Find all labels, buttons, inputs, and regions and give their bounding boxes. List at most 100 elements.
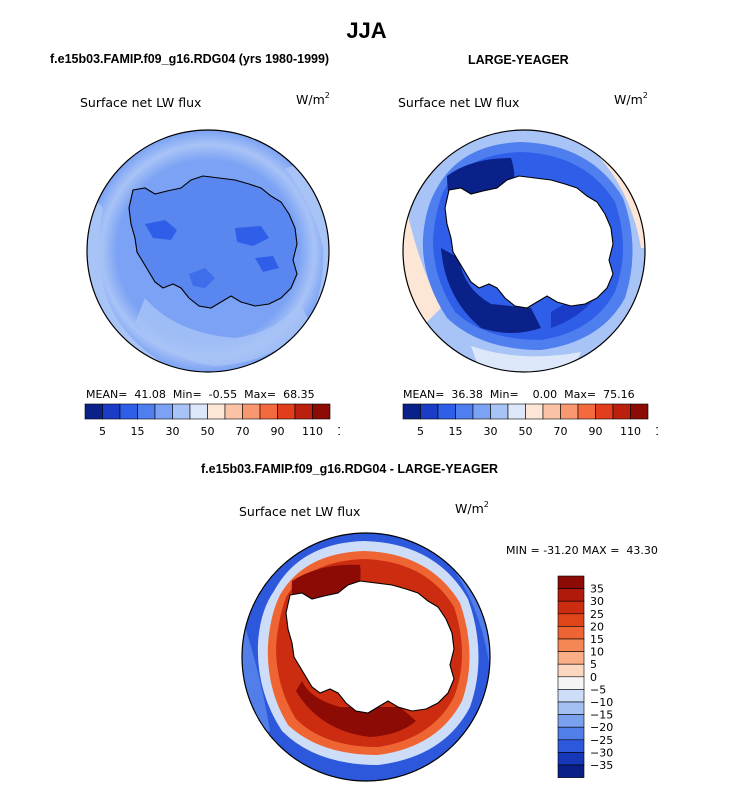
panel3-colorbar-tick: 5 [590, 658, 597, 671]
panel2-colorbar-swatch [612, 403, 631, 420]
panel2-colorbar-tick: 5 [417, 425, 424, 438]
panel2-colorbar: 5 15 30 50 70 90 110 130 [402, 403, 658, 438]
panel2-colorbar-tick: 15 [449, 425, 463, 438]
panel1-units: W/m2 [296, 91, 330, 107]
panel3-colorbar-swatch [557, 764, 585, 778]
panel2-map-border [402, 129, 646, 373]
panel1-light-band-south [135, 298, 310, 366]
panel2-variable-label: Surface net LW flux [398, 95, 520, 110]
panel1-colorbar-swatch [294, 403, 313, 420]
panel1-colorbar-swatch [277, 403, 296, 420]
panel3-colorbar-swatch [557, 575, 585, 589]
panel1-patch-d [189, 268, 215, 288]
panel3-colorbar-tick: 20 [590, 620, 604, 633]
panel1-colorbar-tick: 130 [337, 425, 340, 438]
panel1-patch-c [255, 256, 279, 272]
panel3-colorbar-tick: 30 [590, 595, 604, 608]
panel3-colorbar-swatch [557, 676, 585, 690]
panel1-patch-b [235, 226, 269, 246]
panel3-map [241, 532, 491, 782]
panel1-map [86, 129, 330, 373]
panel1-colorbar-swatch [259, 403, 278, 420]
panel3-colorbar-tick: −10 [590, 696, 613, 709]
panel3-colorbar-swatch [557, 600, 585, 615]
panel1-colorbar-swatch [119, 403, 138, 420]
panel1-antarctica [128, 175, 298, 309]
panel1-colorbar-swatch [172, 403, 191, 420]
panel1-colorbar-tick: 70 [236, 425, 250, 438]
panel3-stats: MIN = -31.20 MAX = 43.30 [506, 544, 658, 557]
panel1-colorbar-tick: 15 [131, 425, 145, 438]
panel1-map-border [86, 129, 330, 373]
panel2-colorbar-swatch [472, 403, 491, 420]
panel2-stats: MEAN= 36.38 Min= 0.00 Max= 75.16 [403, 388, 635, 401]
panel1-variable-label: Surface net LW flux [80, 95, 202, 110]
panel1-colorbar: 5 15 30 50 70 90 110 130 [84, 403, 340, 438]
panel-right-title: LARGE-YEAGER [468, 53, 569, 67]
panel3-colorbar-swatch [557, 663, 585, 678]
panel2-pale-band-south [471, 346, 581, 372]
panel2-colorbar-tick: 30 [484, 425, 498, 438]
panel3-map-border [241, 532, 491, 782]
panel2-colorbar-swatch [560, 403, 579, 420]
panel1-colorbar-swatch [242, 403, 261, 420]
panel3-colorbar-swatch [557, 638, 585, 652]
panel3-colorbar-swatch [557, 739, 585, 753]
panel3-colorbar-tick: 10 [590, 646, 604, 659]
panel3-colorbar-tick: 35 [590, 583, 604, 596]
panel3-antarctica [285, 580, 455, 714]
panel2-colorbar-swatch [525, 403, 544, 420]
panel3-colorbar-swatch [557, 588, 585, 602]
panel2-colorbar-tick: 50 [519, 425, 533, 438]
panel1-colorbar-tick: 90 [271, 425, 285, 438]
panel2-colorbar-swatch [595, 403, 614, 420]
panel2-colorbar-swatch [490, 403, 509, 420]
panel2-colorbar-swatch [437, 403, 456, 420]
panel1-colorbar-tick: 110 [302, 425, 323, 438]
panel1-colorbar-tick: 50 [201, 425, 215, 438]
figure-title: JJA [346, 18, 387, 43]
panel3-colorbar-swatch [557, 701, 585, 715]
panel1-colorbar-swatch [224, 403, 243, 420]
panel3-colorbar-swatch [557, 752, 585, 766]
panel2-colorbar-tick: 70 [554, 425, 568, 438]
panel2-pale-band-west [403, 178, 441, 328]
panel2-colorbar-swatch [455, 403, 474, 420]
panel-left-title: f.e15b03.FAMIP.f09_g16.RDG04 (yrs 1980-1… [50, 52, 330, 66]
panel3-colorbar-tick: −15 [590, 709, 613, 722]
panel3-variable-label: Surface net LW flux [239, 504, 361, 519]
panel3-colorbar-tick: 15 [590, 633, 604, 646]
panel1-colorbar-swatch [102, 403, 121, 420]
panel2-colorbar-swatch [402, 403, 421, 420]
panel3-units: W/m2 [455, 500, 489, 516]
panel2-colorbar-swatch [542, 403, 561, 420]
panel1-colorbar-tick: 5 [99, 425, 106, 438]
panel2-ice-ross [441, 248, 541, 333]
panel3-colorbar-tick: −5 [590, 683, 606, 696]
panel2-colorbar-tick: 90 [589, 425, 603, 438]
panel3-colorbar-tick: −25 [590, 734, 613, 747]
panel1-colorbar-swatch [84, 403, 103, 420]
panel1-colorbar-tick: 30 [166, 425, 180, 438]
panel2-antarctica [444, 175, 614, 309]
panel1-colorbar-swatch [189, 403, 208, 420]
panel2-map [402, 129, 646, 373]
panel3-colorbar-swatch [557, 714, 585, 728]
panel-diff-title: f.e15b03.FAMIP.f09_g16.RDG04 - LARGE-YEA… [201, 462, 499, 476]
panel3-colorbar-tick: −35 [590, 759, 613, 772]
panel1-colorbar-swatch [137, 403, 156, 420]
panel2-colorbar-tick: 130 [655, 425, 658, 438]
panel3-colorbar-swatch [557, 613, 585, 627]
panel2-colorbar-swatch [507, 403, 526, 420]
panel3-colorbar-tick: −20 [590, 721, 613, 734]
panel2-colorbar-tick: 110 [620, 425, 641, 438]
panel3-colorbar-swatch [557, 651, 585, 665]
panel3-colorbar-swatch [557, 726, 585, 741]
panel1-stats: MEAN= 41.08 Min= -0.55 Max= 68.35 [86, 388, 315, 401]
panel2-colorbar-swatch [630, 403, 649, 420]
panel2-units: W/m2 [614, 91, 648, 107]
panel3-colorbar-swatch [557, 626, 585, 640]
panel1-colorbar-swatch [207, 403, 226, 420]
panel3-colorbar-tick: 25 [590, 608, 604, 621]
